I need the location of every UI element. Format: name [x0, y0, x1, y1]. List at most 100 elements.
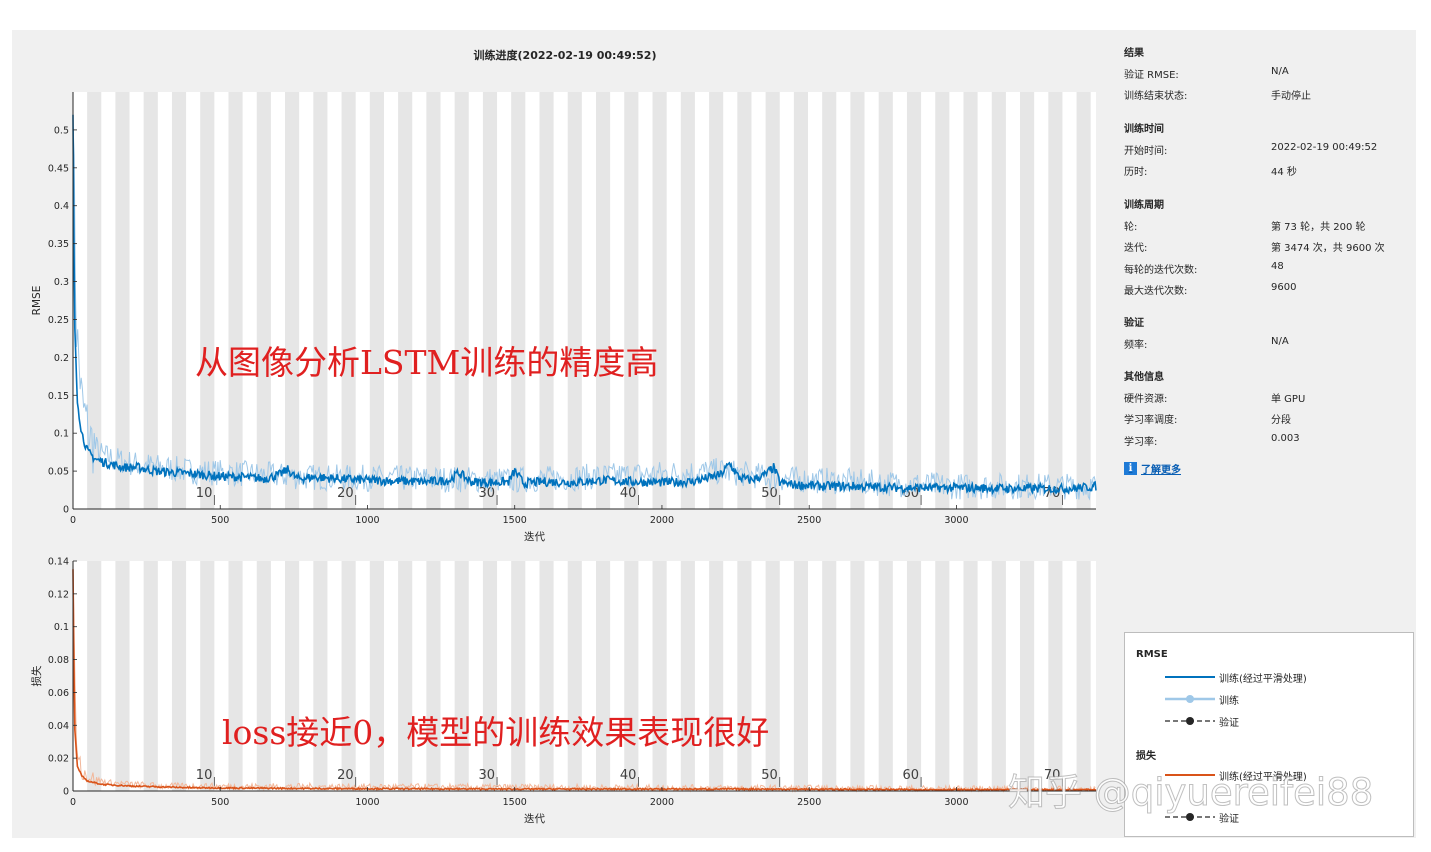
rmse-epoch-band	[595, 92, 611, 509]
loss-epoch-band	[313, 561, 328, 791]
loss-x-tick-label: 3000	[944, 797, 968, 808]
annotation-top: 从图像分析LSTM训练的精度高	[195, 343, 659, 382]
loss-x-tick-label: 1500	[503, 797, 527, 808]
watermark: 知乎 @qiyuereifei88	[1007, 771, 1374, 815]
rmse-smoothed-series-line	[72, 114, 1097, 496]
legend-label: 训练	[1219, 696, 1239, 707]
training-cycle-row-label: 轮:	[1124, 222, 1138, 233]
loss-epoch-band	[1076, 561, 1091, 791]
legend-loss-heading: 损失	[1136, 751, 1156, 762]
rmse-x-tick-label: 0	[70, 515, 76, 526]
loss-x-tick-label: 0	[70, 797, 76, 808]
loss-y-tick-label: 0.12	[48, 589, 69, 600]
other-info-row-label: 学习率调度:	[1124, 415, 1178, 427]
loss-epoch-label: 30	[478, 768, 495, 783]
rmse-epoch-label: 10	[196, 486, 213, 501]
legend-entry: 训练(经过平滑处理)	[1161, 670, 1421, 685]
legend-entry: 验证	[1161, 810, 1421, 825]
loss-y-tick-label: 0.04	[48, 721, 69, 732]
rmse-y-tick-label: 0.35	[48, 239, 69, 250]
rmse-epoch-band	[850, 92, 865, 509]
learn-more-link[interactable]: i 了解更多	[1124, 461, 1181, 476]
rmse-epoch-band	[426, 92, 441, 509]
rmse-epoch-band	[341, 92, 356, 509]
rmse-epoch-band	[398, 92, 413, 509]
loss-epoch-band	[963, 561, 978, 791]
training-cycle-row-label: 每轮的迭代次数:	[1124, 264, 1198, 276]
loss-y-tick-label: 0.14	[48, 557, 69, 568]
validation-row-value: N/A	[1271, 336, 1289, 347]
rmse-x-tick-label: 500	[211, 515, 229, 526]
loss-epoch-band	[624, 561, 639, 791]
legend-swatch-icon	[1165, 813, 1215, 821]
loss-raw-series-line	[72, 560, 1096, 793]
legend-swatch-icon	[1165, 774, 1215, 776]
loss-epoch-band	[935, 561, 950, 791]
loss-epoch-band	[285, 561, 300, 791]
rmse-epoch-band	[822, 92, 837, 509]
loss-y-tick-label: 0.02	[48, 754, 69, 765]
rmse-epoch-band	[765, 92, 780, 509]
loss-axes-background	[73, 561, 1096, 791]
training-time-row-label: 历时:	[1124, 167, 1148, 179]
loss-epoch-label: 20	[337, 768, 354, 783]
rmse-y-tick-label: 0.05	[48, 467, 69, 478]
rmse-epoch-band	[200, 92, 215, 509]
rmse-y-tick-label: 0.3	[54, 277, 69, 288]
learn-more-label: 了解更多	[1141, 465, 1181, 476]
rmse-y-tick-label: 0.25	[48, 315, 69, 326]
rmse-epoch-band	[482, 92, 498, 509]
loss-epoch-band	[737, 561, 752, 791]
loss-x-axis-label: 迭代	[524, 813, 545, 825]
loss-epoch-band	[709, 561, 724, 791]
rmse-y-tick-label: 0.4	[54, 201, 69, 212]
results-row-label: 验证 RMSE:	[1124, 70, 1179, 81]
rmse-y-tick-label: 0.2	[54, 353, 69, 364]
loss-epoch-band	[1020, 561, 1035, 791]
loss-epoch-band	[398, 561, 413, 791]
rmse-y-axis-label: RMSE	[31, 286, 43, 316]
legend-swatch-icon	[1165, 676, 1215, 678]
loss-epoch-band	[822, 561, 837, 791]
rmse-epoch-label: 20	[337, 486, 354, 501]
validation-row-label: 频率:	[1124, 340, 1148, 351]
legend-label: 验证	[1219, 718, 1239, 729]
rmse-epoch-band	[1048, 92, 1063, 509]
loss-epoch-band	[228, 561, 243, 791]
loss-epoch-band	[426, 561, 441, 791]
other-info-row-value: 0.003	[1271, 432, 1300, 444]
loss-x-tick-label: 2500	[797, 797, 821, 808]
rmse-y-tick-label: 0.15	[48, 391, 69, 402]
rmse-y-tick-label: 0.1	[54, 429, 69, 440]
rmse-epoch-label: 30	[478, 486, 495, 501]
loss-epoch-band	[482, 561, 498, 791]
rmse-x-tick-label: 1500	[503, 515, 527, 526]
rmse-epoch-band	[369, 92, 384, 509]
legend-label: 验证	[1219, 814, 1239, 825]
loss-epoch-label: 10	[196, 768, 213, 783]
rmse-epoch-band	[285, 92, 300, 509]
rmse-epoch-band	[115, 92, 130, 509]
loss-y-axis-label: 损失	[30, 665, 43, 686]
rmse-epoch-band	[1020, 92, 1035, 509]
loss-epoch-band	[878, 561, 893, 791]
loss-epoch-band	[567, 561, 582, 791]
training-time-row-value: 2022-02-19 00:49:52	[1271, 142, 1378, 153]
rmse-epoch-band	[256, 92, 271, 509]
loss-y-tick-label: 0.1	[54, 622, 69, 633]
results-row-value: N/A	[1271, 66, 1289, 77]
rmse-epoch-band	[511, 92, 526, 509]
validation-heading: 验证	[1124, 318, 1144, 329]
rmse-epoch-label: 50	[761, 486, 778, 501]
loss-epoch-band	[171, 561, 187, 791]
loss-x-tick-label: 500	[211, 797, 229, 808]
other-info-heading: 其他信息	[1124, 372, 1164, 383]
training-cycle-row-value: 9600	[1271, 281, 1297, 293]
rmse-x-tick-label: 1000	[355, 515, 379, 526]
info-icon: i	[1124, 462, 1137, 475]
loss-epoch-band	[87, 561, 102, 791]
annotation-bottom: loss接近0，模型的训练效果表现很好	[222, 713, 770, 752]
other-info-row-value: 分段	[1271, 415, 1291, 427]
legend-swatch-icon	[1165, 717, 1215, 725]
